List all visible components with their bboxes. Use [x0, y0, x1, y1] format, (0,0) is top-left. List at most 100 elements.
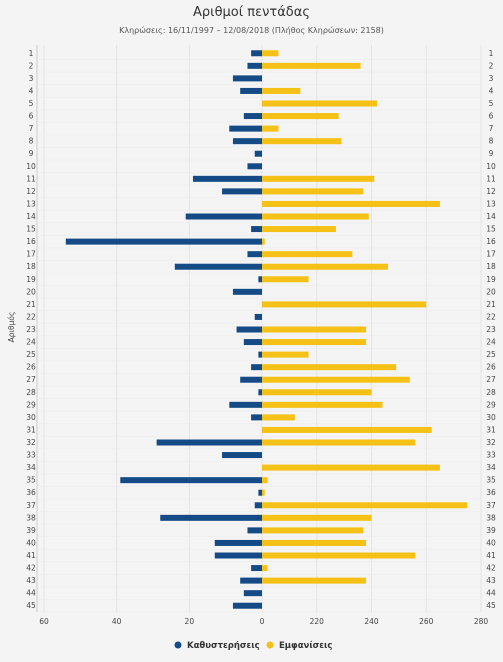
bar-appearances-38: [262, 514, 372, 521]
y-tick-label-left: 38: [26, 513, 36, 522]
y-tick-label-right: 23: [486, 325, 496, 334]
bar-appearances-28: [262, 389, 372, 396]
y-tick-label-right: 12: [486, 187, 496, 196]
bar-delays-18: [174, 263, 262, 270]
bar-delays-44: [243, 590, 262, 597]
bar-delays-11: [192, 175, 262, 182]
bar-delays-24: [243, 339, 262, 346]
bar-appearances-32: [262, 439, 416, 446]
y-tick-label-left: 33: [26, 451, 36, 460]
legend-item-delays[interactable]: Καθυστερήσεις: [174, 641, 260, 651]
legend[interactable]: Καθυστερήσεις Εμφανίσεις: [174, 640, 333, 651]
bar-delays-43: [240, 577, 262, 584]
y-tick-label-right: 1: [489, 49, 494, 58]
y-tick-label-right: 25: [486, 350, 496, 359]
bar-delays-1: [251, 50, 262, 57]
y-tick-label-left: 4: [29, 86, 34, 95]
y-tick-label-right: 31: [486, 425, 496, 434]
bar-delays-28: [258, 389, 262, 396]
y-tick-label-right: 4: [489, 86, 494, 95]
bar-delays-42: [251, 565, 262, 572]
bar-delays-23: [236, 326, 262, 333]
y-tick-label-left: 12: [26, 187, 36, 196]
y-tick-label-left: 8: [29, 137, 34, 146]
y-tick-label-left: 3: [29, 74, 34, 83]
bar-appearances-11: [262, 175, 375, 182]
y-tick-label-right: 24: [486, 338, 496, 347]
bar-delays-36: [258, 489, 262, 496]
y-tick-label-right: 41: [486, 551, 496, 560]
y-tick-label-left: 10: [26, 162, 36, 171]
y-tick-label-right: 7: [489, 124, 494, 133]
bar-appearances-30: [262, 414, 295, 421]
bar-delays-12: [222, 188, 262, 195]
bar-delays-45: [232, 602, 262, 609]
bar-appearances-15: [262, 226, 336, 233]
y-tick-label-right: 9: [489, 149, 494, 158]
y-tick-label-right: 30: [486, 413, 496, 422]
bar-appearances-42: [262, 565, 268, 572]
y-tick-label-right: 2: [489, 61, 494, 70]
y-tick-label-right: 14: [486, 212, 496, 221]
bar-delays-27: [240, 376, 262, 383]
y-tick-label-right: 17: [486, 250, 496, 259]
y-tick-label-left: 1: [29, 49, 34, 58]
legend-label-appearances: Εμφανίσεις: [279, 640, 332, 651]
bar-appearances-41: [262, 552, 416, 559]
bar-appearances-35: [262, 477, 268, 484]
y-tick-label-left: 5: [29, 99, 34, 108]
y-tick-label-left: 17: [26, 250, 36, 259]
y-tick-label-left: 26: [26, 363, 36, 372]
x-tick-label: 260: [419, 617, 434, 626]
bar-delays-15: [251, 226, 262, 233]
y-tick-label-left: 30: [26, 413, 36, 422]
bar-delays-3: [232, 75, 262, 82]
bar-appearances-17: [262, 251, 353, 258]
y-tick-label-left: 43: [26, 576, 36, 585]
bar-delays-17: [247, 251, 262, 258]
x-tick-label: 0: [260, 617, 265, 626]
bar-delays-39: [247, 527, 262, 534]
y-tick-label-left: 42: [26, 564, 36, 573]
y-tick-label-left: 13: [26, 199, 36, 208]
legend-item-appearances[interactable]: Εμφανίσεις: [266, 640, 333, 651]
bar-delays-35: [120, 477, 262, 484]
y-tick-label-left: 20: [26, 287, 36, 296]
chart-subtitle: Κληρώσεις: 16/11/1997 – 12/08/2018 (Πλήθ…: [119, 25, 384, 35]
x-tick-label: 20: [185, 617, 195, 626]
y-tick-label-left: 37: [26, 501, 36, 510]
bar-delays-16: [65, 238, 262, 245]
bar-delays-4: [240, 87, 262, 94]
chart-title: Αριθμοί πεντάδας: [193, 5, 310, 20]
y-axis-label: Αριθμός: [7, 312, 16, 343]
y-tick-label-right: 33: [486, 451, 496, 460]
y-tick-label-left: 7: [29, 124, 34, 133]
y-tick-label-right: 19: [486, 275, 496, 284]
y-tick-label-right: 6: [489, 112, 494, 121]
y-tick-label-left: 31: [26, 425, 36, 434]
x-tick-label: 40: [112, 617, 122, 626]
y-tick-label-left: 34: [26, 463, 36, 472]
bar-delays-29: [229, 401, 262, 408]
y-tick-label-left: 35: [26, 476, 36, 485]
y-tick-label-left: 41: [26, 551, 36, 560]
y-tick-label-right: 16: [486, 237, 496, 246]
bar-appearances-14: [262, 213, 369, 220]
y-tick-label-left: 22: [26, 312, 36, 321]
y-tick-label-right: 5: [489, 99, 494, 108]
bar-delays-14: [185, 213, 262, 220]
y-tick-label-right: 28: [486, 388, 496, 397]
bar-delays-41: [214, 552, 262, 559]
bar-delays-37: [254, 502, 262, 509]
y-tick-label-right: 35: [486, 476, 496, 485]
bar-delays-2: [247, 62, 262, 69]
bar-appearances-7: [262, 125, 279, 132]
bar-appearances-2: [262, 62, 361, 69]
bar-appearances-5: [262, 100, 377, 107]
y-tick-label-right: 38: [486, 513, 496, 522]
y-tick-label-left: 2: [29, 61, 34, 70]
y-tick-label-right: 43: [486, 576, 496, 585]
